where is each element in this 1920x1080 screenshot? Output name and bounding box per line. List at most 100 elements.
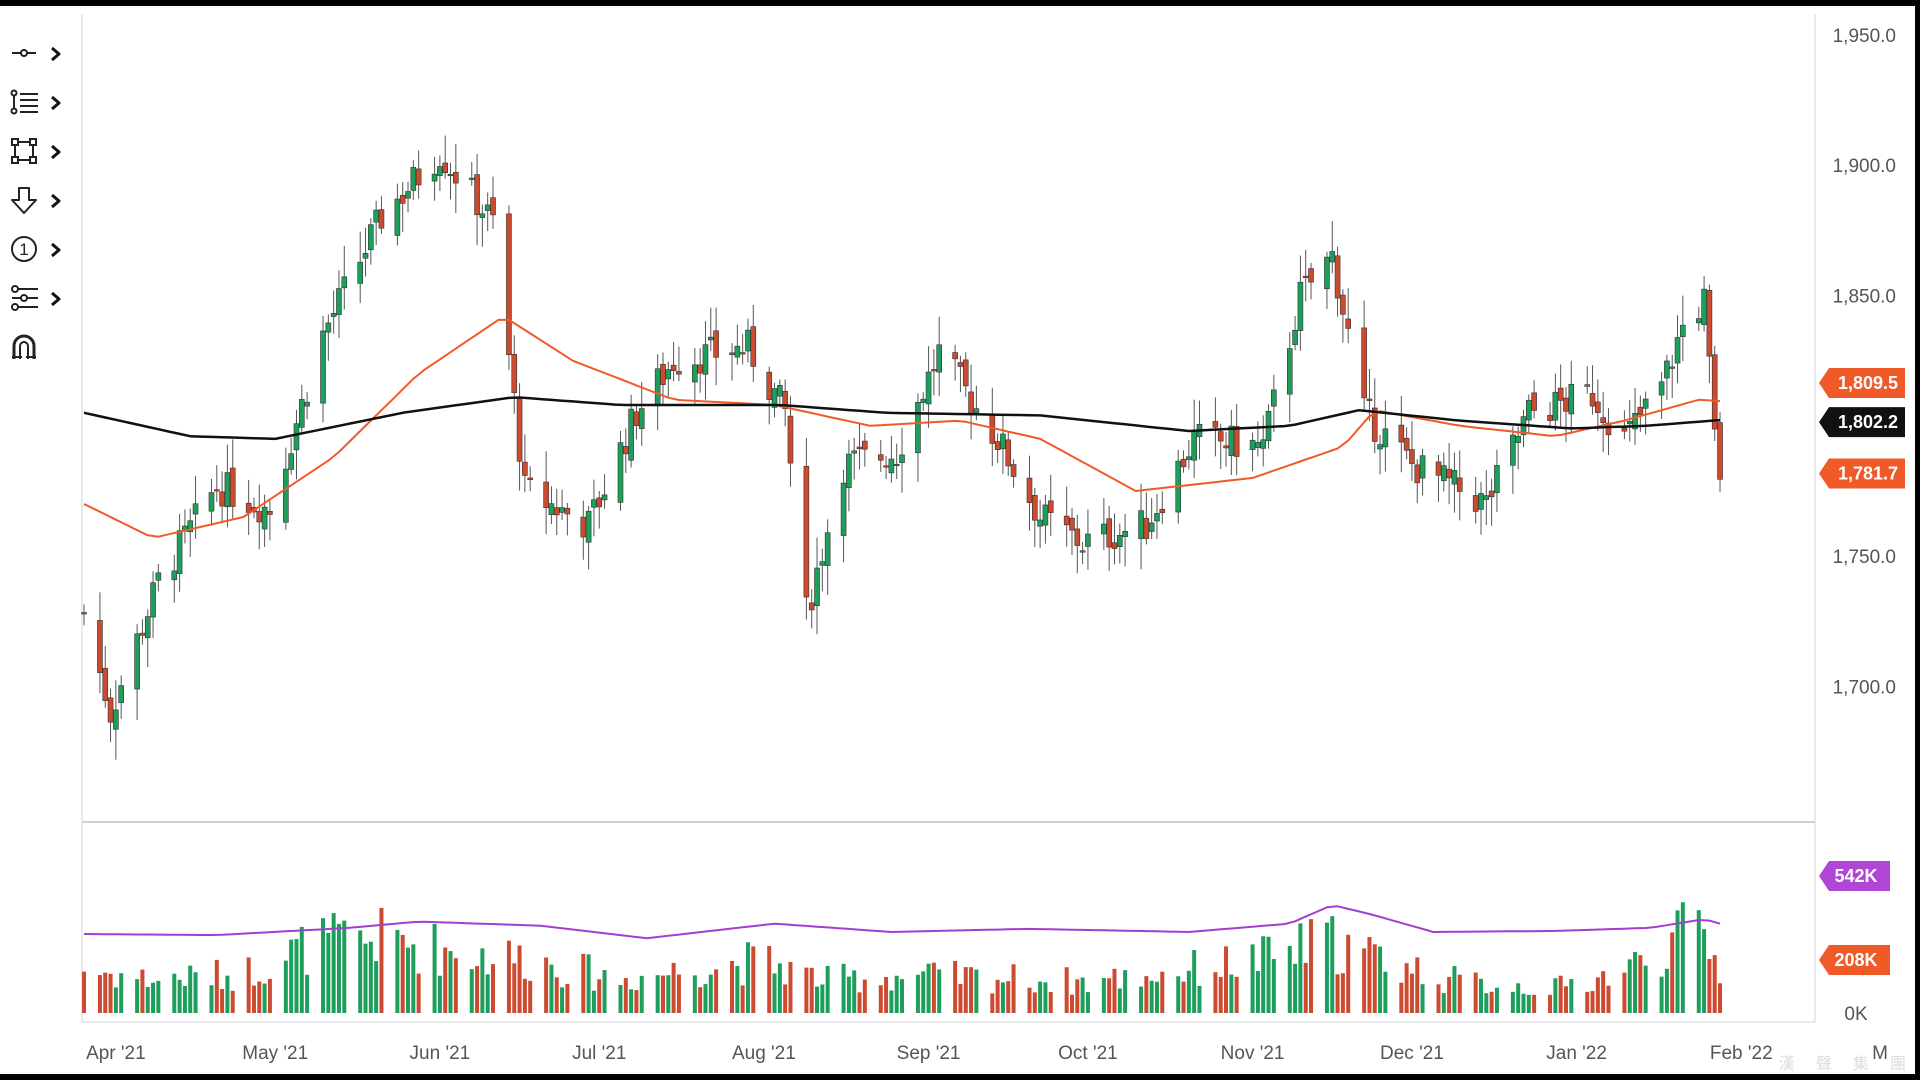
time-tick-label: Aug '21	[732, 1043, 796, 1064]
forecast-tool-button[interactable]	[10, 279, 70, 319]
candle-body	[862, 440, 868, 450]
volume-bar	[1139, 986, 1144, 1013]
candle-body	[920, 398, 927, 403]
candle-body	[1600, 417, 1606, 424]
volume-bar	[1032, 992, 1037, 1013]
candle-body	[1154, 513, 1160, 522]
candle-body	[1515, 435, 1521, 443]
volume-bar	[469, 969, 474, 1013]
price-marker-tag	[1819, 368, 1905, 399]
candle-body	[580, 516, 587, 538]
volume-bar	[1303, 962, 1308, 1013]
volume-bar	[1553, 978, 1558, 1013]
candle-body	[1116, 535, 1123, 548]
volume-bar	[1378, 946, 1383, 1013]
volume-bar	[1622, 972, 1627, 1013]
volume-bar	[528, 980, 533, 1013]
candle-body	[1345, 318, 1351, 329]
volume-bar	[1510, 991, 1515, 1013]
volume-bar	[294, 939, 299, 1013]
candle-body	[1526, 399, 1532, 421]
volume-bar	[156, 980, 161, 1013]
volume-bar	[862, 979, 867, 1013]
price-marker-label: 1,809.5	[1838, 373, 1898, 393]
volume-bar	[135, 979, 140, 1013]
candle-body	[1005, 439, 1012, 467]
candle-body	[410, 167, 417, 191]
line-tool-button[interactable]	[10, 34, 70, 74]
price-tick-label: 1,950.0	[1833, 26, 1896, 47]
chevron-right-icon[interactable]	[50, 46, 62, 62]
volume-bar	[1224, 946, 1229, 1013]
chevron-right-icon[interactable]	[50, 291, 62, 307]
volume-bar	[1266, 936, 1271, 1013]
candle-body	[660, 364, 666, 385]
volume-bar	[1006, 981, 1011, 1013]
volume-bar	[177, 979, 182, 1013]
chevron-right-icon[interactable]	[50, 95, 62, 111]
volume-bar	[1048, 991, 1053, 1013]
volume-bar	[591, 990, 596, 1013]
candle-body	[585, 510, 592, 543]
candle-body	[1711, 354, 1718, 430]
volume-bar	[1659, 976, 1664, 1013]
candle-body	[113, 709, 119, 730]
arrow-down-button[interactable]	[10, 181, 70, 221]
fib-list-button[interactable]	[10, 83, 70, 123]
volume-bar	[1218, 976, 1223, 1013]
candle-body	[139, 632, 146, 636]
volume-bar	[1330, 916, 1335, 1013]
candle-body	[931, 369, 937, 372]
volume-bar	[995, 979, 1000, 1013]
volume-bar	[921, 971, 926, 1013]
volume-bar	[1011, 964, 1016, 1013]
candle-body	[1292, 329, 1298, 345]
volume-bar	[1367, 937, 1372, 1013]
volume-bar	[586, 954, 591, 1013]
candle-body	[1398, 424, 1405, 443]
candle-body	[1371, 407, 1378, 442]
time-tick-label: May '21	[242, 1043, 308, 1064]
candle-body	[176, 530, 183, 574]
candle-body	[1414, 464, 1421, 484]
volume-bar	[480, 948, 485, 1013]
rectangle-tool-button[interactable]	[10, 132, 70, 172]
volume-bar	[475, 966, 480, 1013]
candle-body	[208, 492, 215, 512]
volume-bar	[432, 923, 437, 1013]
volume-bar	[623, 978, 628, 1013]
candle-body	[1621, 427, 1628, 432]
candle-body	[973, 408, 980, 413]
volume-bar	[1107, 978, 1112, 1013]
candle-body	[357, 261, 364, 284]
candle-body	[1510, 434, 1516, 466]
candle-body	[1637, 406, 1644, 416]
candle-body	[1664, 360, 1670, 379]
magnet-button[interactable]	[10, 328, 70, 368]
volume-bar	[1287, 945, 1292, 1013]
volume-bar	[326, 932, 331, 1013]
candle-body	[665, 369, 672, 380]
chevron-right-icon[interactable]	[50, 144, 62, 160]
candle-body	[1568, 383, 1575, 415]
volume-bar	[931, 962, 936, 1013]
candle-body	[468, 177, 475, 180]
candle-body	[81, 612, 87, 615]
volume-bar	[1117, 988, 1122, 1013]
chevron-right-icon[interactable]	[50, 242, 62, 258]
volume-bar	[1696, 910, 1701, 1013]
volume-bar	[990, 993, 995, 1013]
volume-bar	[1633, 951, 1638, 1013]
chevron-right-icon[interactable]	[50, 193, 62, 209]
volume-bar	[522, 978, 527, 1013]
volume-bar	[1707, 958, 1712, 1013]
volume-bar	[618, 984, 623, 1013]
volume-bar	[671, 962, 676, 1013]
numbered-marker-button[interactable]: 1	[10, 230, 70, 270]
candle-body	[915, 402, 921, 454]
candle-body	[325, 322, 332, 333]
volume-bar	[305, 974, 310, 1013]
candle-body	[144, 616, 151, 639]
